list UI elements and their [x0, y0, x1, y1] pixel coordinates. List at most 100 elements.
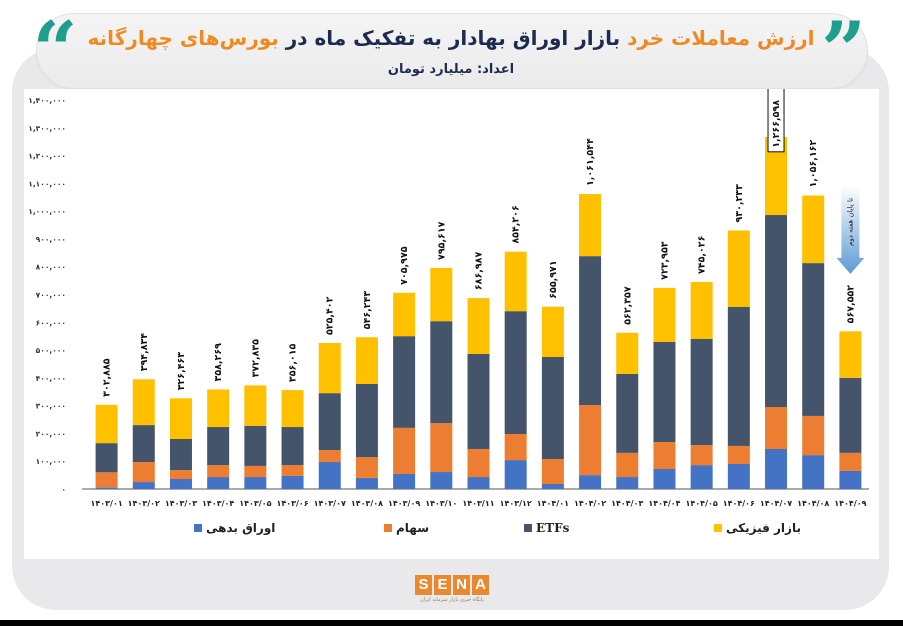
x-tick-label: ۱۴۰۳/۰۱: [90, 499, 122, 508]
title-highlight-1: ارزش معاملات خرد: [627, 26, 815, 50]
y-tick-label: ۱,۴۰۰,۰۰۰: [28, 96, 66, 105]
x-tick-label: ۱۴۰۳/۱۱: [462, 499, 494, 508]
bar-segment-debt: [802, 455, 825, 489]
title-highlight-2: بورس‌های چهارگانه: [87, 26, 279, 50]
bar-segment-etfs: [430, 321, 453, 424]
bar-segment-stocks: [244, 465, 267, 478]
logo-letter: E: [434, 575, 451, 595]
total-value-label: ۱,۲۶۶,۵۹۸: [771, 100, 782, 148]
x-tick-label: ۱۴۰۳/۰۴: [202, 499, 234, 508]
total-value-label: ۸۵۴,۲۰۶: [511, 205, 522, 243]
legend-swatch-debt: [194, 524, 202, 532]
total-value-label: ۹۳۰,۲۳۳: [734, 184, 745, 223]
bar-segment-debt: [207, 477, 230, 489]
bar-segment-debt: [318, 462, 341, 489]
bar-segment-etfs: [839, 377, 862, 453]
bar-segment-stocks: [802, 415, 825, 456]
total-value-label: ۳۵۸,۲۶۹: [213, 343, 224, 382]
logo-letter: S: [415, 575, 432, 595]
bar-segment-stocks: [467, 448, 490, 478]
bar-segment-etfs: [281, 427, 304, 466]
bar-segment-debt: [95, 487, 118, 489]
y-tick-label: ۹۰۰,۰۰۰: [36, 235, 66, 244]
bar-segment-debt: [653, 468, 676, 489]
total-value-label: ۵۴۶,۲۴۳: [362, 291, 373, 330]
y-tick-label: ۲۰۰,۰۰۰: [36, 429, 66, 438]
legend-label-etfs: ETFs: [536, 521, 570, 535]
highlight-label-box: [767, 89, 785, 153]
bar-segment-stocks: [727, 445, 750, 464]
bar-segment-debt: [169, 478, 192, 489]
x-tick-label: ۱۴۰۳/۰۷: [314, 499, 346, 508]
bar-segment-stocks: [95, 472, 118, 488]
y-tick-label: ۱,۳۰۰,۰۰۰: [28, 124, 66, 133]
x-tick-label: ۱۴۰۴/۰۶: [723, 499, 755, 508]
y-tick-label: ۸۰۰,۰۰۰: [36, 263, 66, 272]
bar-segment-etfs: [207, 427, 230, 466]
bar-segment-debt: [393, 473, 416, 489]
legend-swatch-stocks: [384, 524, 392, 532]
bar-segment-physical: [169, 398, 192, 439]
x-tick-label: ۱۴۰۴/۰۵: [686, 499, 718, 508]
bar-segment-stocks: [765, 407, 788, 449]
total-value-label: ۷۰۵,۹۷۵: [399, 246, 410, 285]
plot-panel: ۰ ۱۰۰,۰۰۰ ۲۰۰,۰۰۰ ۳۰۰,۰۰۰ ۴۰۰,۰۰۰ ۵۰۰,۰۰۰ ۶۰۰,…: [24, 89, 879, 559]
bar-segment-stocks: [207, 465, 230, 478]
bar-segment-debt: [579, 475, 602, 489]
bar-segment-debt: [355, 477, 378, 489]
legend-swatch-etfs: [524, 524, 532, 532]
bar-segment-debt: [504, 460, 527, 489]
x-tick-label: ۱۴۰۳/۰۳: [165, 499, 197, 508]
y-tick-label: ۱,۱۰۰,۰۰۰: [28, 179, 66, 188]
bar-segment-physical: [281, 390, 304, 428]
bar-segment-physical: [244, 385, 267, 426]
total-value-label: ۵۶۷,۵۵۲: [845, 285, 856, 324]
total-value-label: ۵۶۲,۳۵۷: [622, 286, 633, 325]
bar-segment-debt: [839, 470, 862, 489]
bar-segment-stocks: [132, 462, 155, 483]
bar-segment-debt: [616, 477, 639, 489]
bar-segment-physical: [95, 404, 118, 444]
bar-segment-etfs: [95, 443, 118, 473]
bar-segment-etfs: [132, 425, 155, 463]
y-tick-label: ۳۰۰,۰۰۰: [36, 402, 66, 411]
x-tick-label: ۱۴۰۴/۰۴: [648, 499, 680, 508]
x-tick-label: ۱۴۰۴/۰۳: [611, 499, 643, 508]
bar-segment-stocks: [169, 470, 192, 479]
y-tick-label: ۵۰۰,۰۰۰: [36, 346, 66, 355]
total-value-label: ۳۹۴,۸۳۴: [139, 333, 150, 372]
annotation-arrow-icon: [836, 185, 865, 274]
close-quote-icon: “: [36, 18, 78, 58]
title-row: ” ارزش معاملات خرد بازار اوراق بهادار به…: [36, 18, 866, 58]
bar-segment-etfs: [244, 425, 267, 466]
bar-segment-etfs: [653, 342, 676, 443]
bar-segment-physical: [690, 281, 713, 339]
bar-segment-debt: [132, 482, 155, 489]
logo-tagline: پایگاه خبری بازار سرمایه ایران: [420, 597, 484, 603]
x-tick-label: ۱۴۰۴/۰۸: [797, 499, 829, 508]
bar-segment-stocks: [579, 405, 602, 476]
bar-segment-physical: [765, 137, 788, 216]
bar-segment-physical: [318, 343, 341, 394]
total-value-label: ۳۵۶,۰۱۵: [288, 343, 299, 382]
bar-segment-debt: [690, 465, 713, 489]
bar-segment-etfs: [504, 311, 527, 434]
bar-segment-physical: [839, 331, 862, 378]
total-value-label: ۶۸۶,۹۸۷: [474, 252, 485, 291]
open-quote-icon: ”: [824, 18, 866, 58]
bar-segment-stocks: [839, 452, 862, 471]
bar-segment-etfs: [355, 383, 378, 458]
bar-segment-physical: [467, 298, 490, 354]
total-value-label: ۷۲۳,۹۵۳: [659, 241, 670, 280]
x-tick-label: ۱۴۰۳/۰۶: [276, 499, 308, 508]
x-tick-label: ۱۴۰۴/۰۱: [537, 499, 569, 508]
bar-segment-debt: [244, 477, 267, 489]
bar-segment-stocks: [281, 465, 304, 476]
bar-segment-physical: [802, 195, 825, 264]
bar-segment-stocks: [690, 445, 713, 466]
x-tick-label: ۱۴۰۴/۰۷: [760, 499, 792, 508]
bar-segment-physical: [541, 306, 564, 358]
total-value-label: ۱,۰۶۱,۵۴۴: [585, 138, 596, 186]
total-value-label: ۳۲۶,۴۶۳: [176, 352, 187, 391]
sena-logo: S E N A پایگاه خبری بازار سرمایه ایران: [413, 575, 491, 609]
